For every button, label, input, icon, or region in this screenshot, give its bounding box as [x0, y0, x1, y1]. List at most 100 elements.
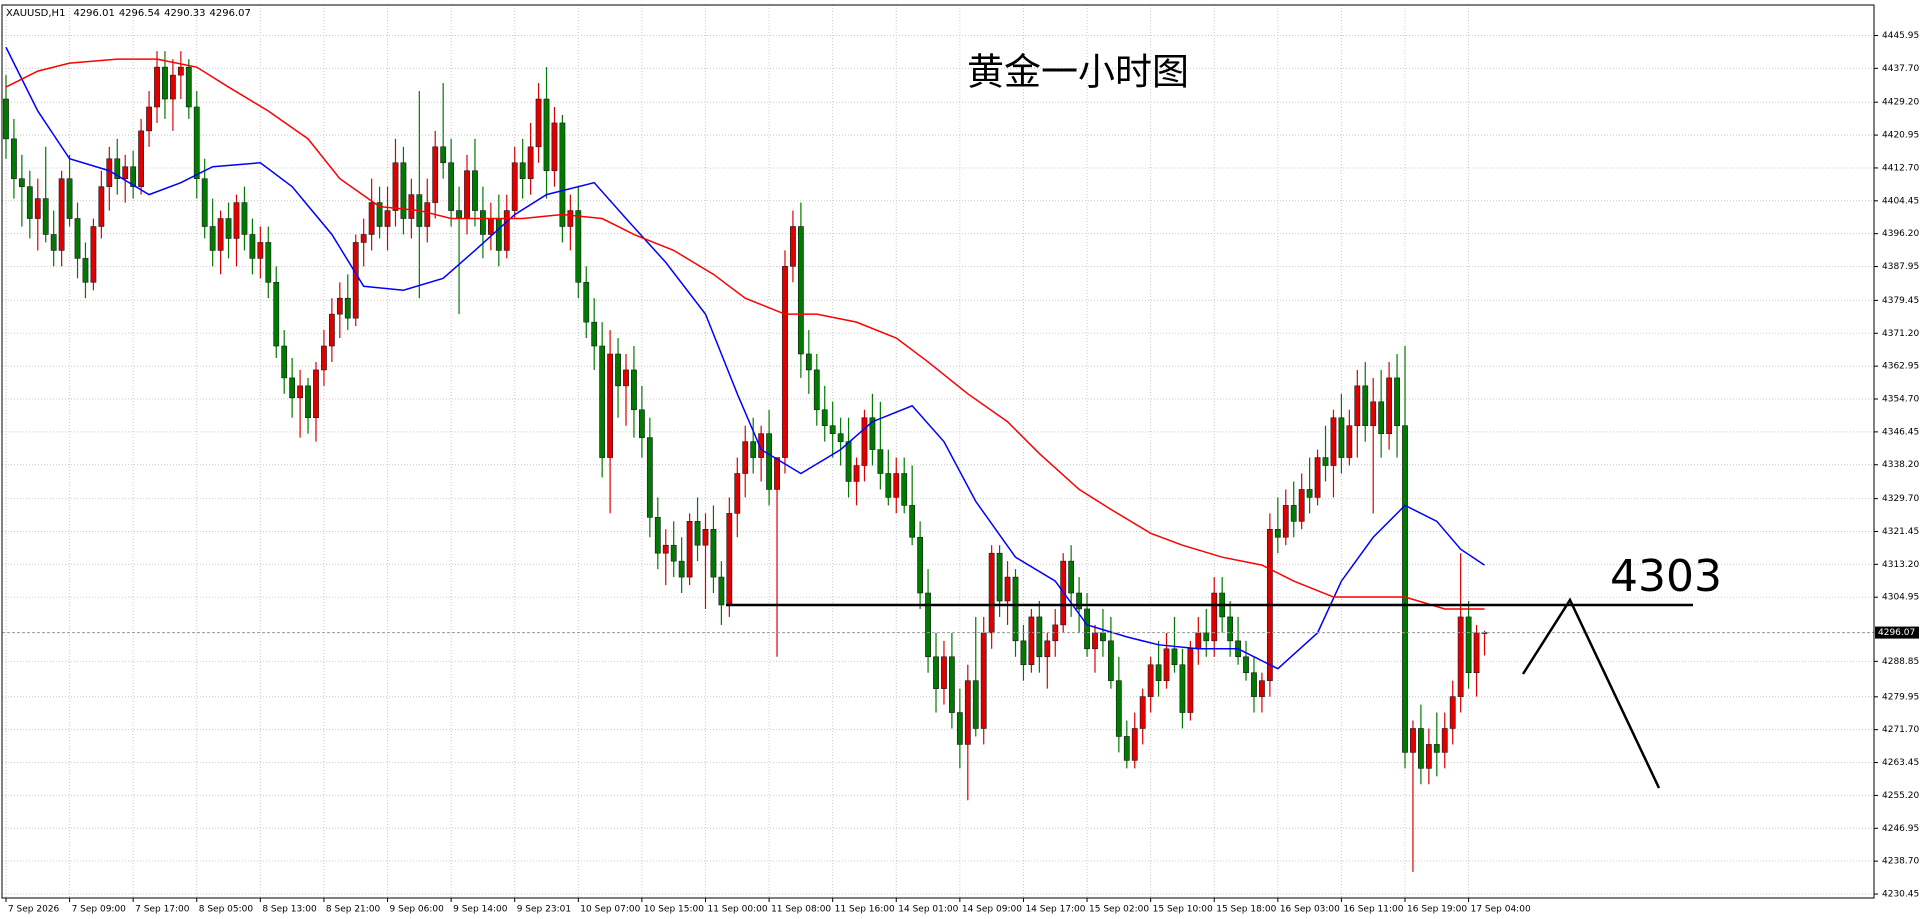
candle-body [448, 162, 455, 211]
y-tick-label: 4420.95 [1882, 131, 1919, 141]
y-tick-label: 4445.95 [1882, 31, 1919, 41]
x-tick-label: 15 Sep 10:00 [1153, 905, 1213, 915]
candle-body [487, 218, 494, 235]
marks [2, 46, 1874, 872]
candle-body [1378, 401, 1385, 434]
candle-body [352, 242, 359, 319]
candle-body [321, 345, 327, 371]
candle-body [1195, 632, 1202, 650]
candle-body [1068, 560, 1075, 594]
candle-body [1076, 592, 1082, 610]
x-tick-label: 7 Sep 17:00 [135, 905, 190, 915]
candle-body [1290, 505, 1297, 522]
candle-body [1402, 425, 1408, 753]
candle-body [869, 417, 876, 450]
candle-body [90, 226, 97, 283]
x-tick-label: 8 Sep 21:00 [326, 905, 381, 915]
y-tick-label: 4304.95 [1882, 593, 1919, 603]
y-tick-label: 4371.20 [1882, 329, 1919, 339]
level-label: 4303 [1610, 551, 1722, 602]
candle-body [177, 66, 184, 76]
candle-body [1100, 632, 1106, 642]
candle-body [1330, 417, 1337, 466]
x-tick-label: 15 Sep 02:00 [1089, 905, 1149, 915]
x-tick-label: 7 Sep 09:00 [72, 905, 127, 915]
y-tick-label: 4346.45 [1882, 427, 1919, 437]
candle-body [1306, 489, 1313, 498]
candle-body [877, 449, 884, 474]
candle-body [249, 234, 256, 259]
candle-body [1433, 744, 1440, 753]
x-tick-label: 14 Sep 01:00 [898, 905, 958, 915]
candle-body [797, 226, 804, 355]
candle-body [1123, 736, 1130, 761]
symbol: XAUUSD,H1 [6, 8, 65, 19]
y-tick-label: 4321.45 [1882, 527, 1919, 537]
candle-body [1322, 457, 1329, 466]
candle-body [996, 552, 1003, 602]
candle-body [766, 433, 772, 490]
candle-body [972, 680, 979, 729]
candle-body [368, 202, 375, 235]
candle-body [328, 313, 335, 347]
candle-body [225, 218, 232, 239]
y-tick-label: 4412.70 [1882, 163, 1919, 173]
candle-body [1370, 401, 1377, 427]
candle-body [917, 536, 924, 594]
candle-body [400, 162, 407, 219]
candle-body [106, 158, 113, 187]
candle-body [774, 457, 780, 490]
candle-body [1163, 648, 1170, 681]
candle-body [114, 158, 121, 179]
candle-body [1203, 632, 1210, 642]
candle-body [567, 210, 574, 227]
candle-body [217, 218, 224, 251]
candle-body [543, 98, 550, 172]
grid [2, 5, 1874, 898]
candle-body [344, 297, 351, 319]
x-tick-label: 16 Sep 03:00 [1280, 905, 1340, 915]
candle-body [933, 656, 939, 689]
candle-body [1107, 640, 1114, 681]
candle-body [170, 74, 176, 100]
candle-body [1155, 664, 1162, 681]
candle-body [297, 385, 303, 399]
candle-body [1012, 576, 1019, 642]
candle-body [1425, 744, 1432, 769]
candle-body [26, 186, 33, 219]
candle-body [678, 560, 685, 578]
candle-body [1092, 632, 1098, 650]
candle-body [1259, 680, 1265, 697]
candle-body [591, 321, 598, 347]
candle-body [1354, 385, 1361, 427]
x-tick-label: 8 Sep 05:00 [199, 905, 254, 915]
x-tick-label: 7 Sep 2026 [8, 905, 60, 915]
candle-body [949, 656, 955, 713]
candle-body [201, 178, 208, 227]
candle-body [654, 517, 661, 554]
candle-body [1171, 648, 1178, 666]
candle-body [1282, 505, 1289, 538]
candle-body [790, 226, 796, 267]
candle-body [1418, 728, 1424, 769]
candle-body [941, 656, 947, 689]
x-tick-label: 9 Sep 14:00 [453, 905, 508, 915]
candle-body [440, 146, 447, 164]
close: 4296.07 [210, 8, 251, 19]
y-tick-label: 4362.95 [1882, 362, 1919, 372]
y-tick-label: 4263.45 [1882, 758, 1919, 768]
candle-body [241, 202, 248, 235]
candle-body [503, 210, 510, 251]
candle-body [1298, 489, 1305, 522]
candle-body [1020, 640, 1027, 666]
candle-body [138, 130, 145, 187]
candle-body [956, 712, 963, 745]
candle-body [313, 369, 319, 419]
candle-body [472, 170, 478, 211]
candle-body [1004, 576, 1011, 602]
candle-body [1274, 528, 1281, 538]
candle-body [829, 425, 836, 434]
candle-body [289, 377, 296, 399]
current-price-label: 4296.07 [1878, 628, 1915, 638]
candle-body [925, 592, 931, 658]
